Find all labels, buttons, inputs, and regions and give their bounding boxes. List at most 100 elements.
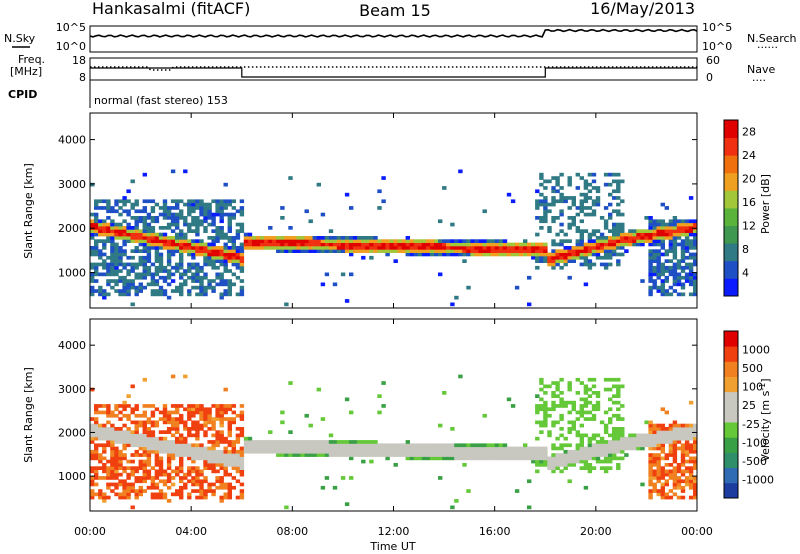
data-cell — [223, 404, 228, 408]
data-cell — [324, 449, 330, 454]
data-cell — [247, 436, 253, 441]
data-cell — [502, 443, 508, 448]
data-cell — [90, 456, 95, 461]
data-cell — [134, 440, 139, 444]
data-cell — [223, 492, 228, 497]
data-cell — [539, 252, 544, 257]
data-cell — [612, 229, 617, 233]
data-cell — [595, 433, 601, 438]
data-cell — [434, 246, 439, 250]
data-cell — [90, 236, 95, 240]
data-cell — [219, 495, 224, 500]
data-cell — [98, 443, 103, 448]
data-cell — [203, 413, 208, 418]
data-cell — [482, 209, 487, 214]
data-cell — [179, 446, 184, 451]
data-cell — [656, 489, 661, 493]
data-cell — [587, 212, 593, 217]
data-cell — [680, 219, 686, 224]
data-cell — [624, 436, 629, 441]
data-cell — [110, 463, 115, 467]
data-cell — [227, 202, 232, 207]
data-cell — [126, 229, 131, 233]
data-cell — [434, 242, 439, 247]
colorbar-swatch — [724, 190, 738, 209]
data-cell — [591, 407, 597, 412]
data-cell — [555, 404, 560, 408]
data-cell — [207, 482, 212, 487]
data-cell — [239, 410, 245, 415]
data-cell — [680, 226, 686, 230]
data-cell — [571, 463, 576, 467]
data-cell — [648, 259, 653, 263]
data-cell — [616, 449, 621, 454]
data-cell — [450, 242, 455, 247]
data-cell — [154, 292, 160, 297]
data-cell — [652, 229, 657, 233]
data-cell — [543, 219, 548, 224]
data-cell — [239, 430, 245, 434]
data-cell — [154, 216, 160, 220]
data-cell — [636, 436, 641, 441]
data-cell — [231, 212, 236, 217]
data-cell — [583, 182, 589, 187]
data-cell — [280, 410, 285, 415]
data-cell — [280, 206, 285, 210]
data-cell — [102, 222, 107, 227]
data-cell — [170, 246, 176, 250]
data-cell — [514, 242, 520, 247]
data-cell — [122, 285, 127, 290]
data-cell — [652, 427, 657, 431]
data-cell — [660, 232, 665, 237]
data-cell — [616, 239, 621, 243]
data-cell — [94, 469, 99, 474]
data-cell — [187, 469, 192, 474]
data-cell — [514, 285, 520, 290]
data-cell — [203, 219, 208, 224]
data-cell — [102, 242, 107, 247]
data-cell — [106, 427, 111, 431]
data-cell — [158, 417, 164, 421]
data-cell — [203, 209, 208, 214]
data-cell — [175, 489, 180, 493]
data-cell — [276, 239, 281, 243]
data-cell — [543, 196, 548, 200]
data-cell — [231, 410, 236, 415]
data-cell — [223, 485, 228, 490]
data-cell — [660, 469, 665, 474]
data-cell — [446, 446, 451, 451]
data-cell — [90, 232, 95, 237]
data-cell — [421, 249, 427, 253]
data-cell — [191, 275, 196, 280]
data-cell — [648, 423, 653, 428]
data-cell — [146, 485, 152, 490]
data-cell — [498, 242, 504, 247]
data-cell — [255, 440, 261, 444]
data-cell — [207, 242, 212, 247]
data-cell — [413, 456, 419, 461]
data-cell — [114, 463, 119, 467]
data-cell — [247, 236, 253, 240]
data-cell — [134, 423, 139, 428]
data-cell — [106, 485, 111, 490]
data-cell — [94, 436, 99, 441]
data-cell — [280, 236, 285, 240]
data-cell — [94, 443, 99, 448]
data-cell — [429, 252, 435, 257]
data-cell — [680, 459, 686, 464]
data-cell — [179, 242, 184, 247]
data-cell — [680, 495, 686, 500]
data-cell — [608, 420, 613, 425]
data-cell — [672, 265, 678, 270]
data-cell — [559, 427, 564, 431]
data-cell — [660, 482, 665, 487]
data-cell — [175, 440, 180, 444]
data-cell — [288, 246, 293, 250]
data-cell — [308, 423, 313, 428]
data-cell — [195, 226, 200, 230]
data-cell — [158, 285, 164, 290]
data-cell — [652, 446, 657, 451]
data-cell — [183, 420, 188, 425]
